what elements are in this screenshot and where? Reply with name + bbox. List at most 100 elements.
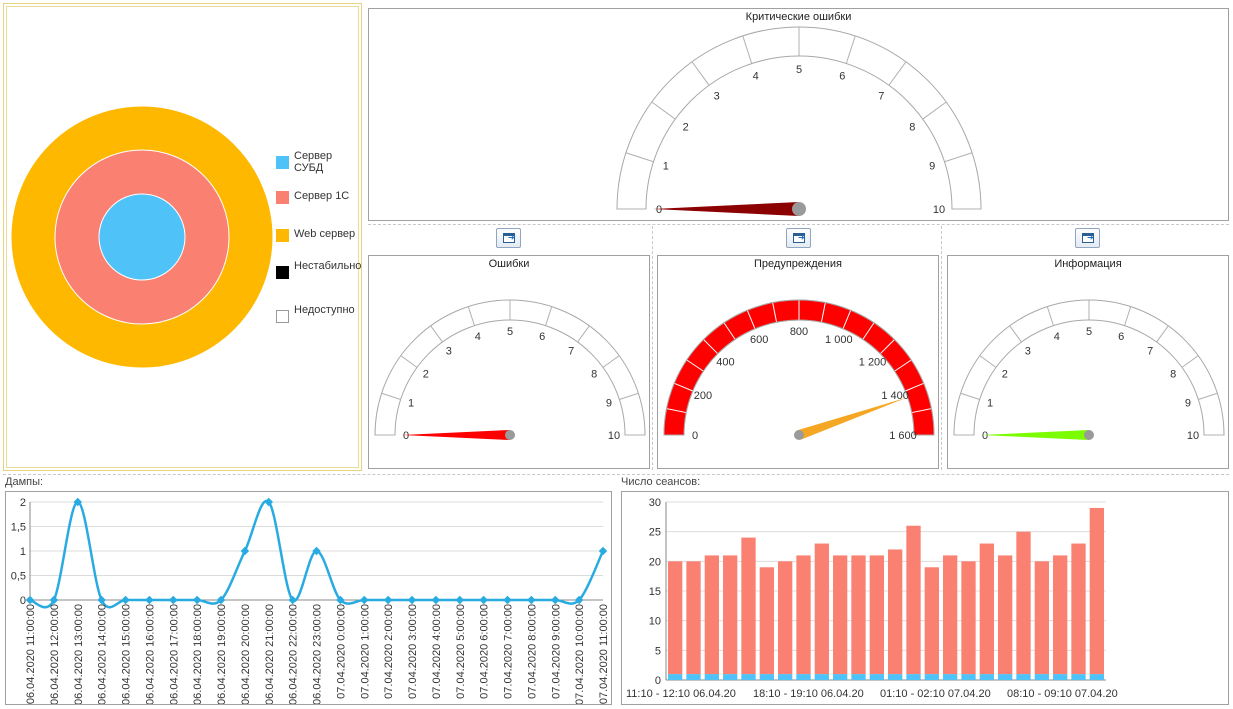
session-bar-dbms — [1034, 674, 1049, 680]
gauge-needle — [797, 397, 907, 440]
gauge-tick — [1156, 325, 1169, 343]
session-bar-dbms — [1071, 674, 1086, 680]
gauge-tick — [430, 325, 443, 343]
gauge-tick — [625, 152, 654, 163]
gauge-tick — [666, 408, 687, 414]
gauge-tick-label: 6 — [1118, 331, 1124, 343]
data-point — [169, 595, 178, 605]
legend-label: Нестабильно — [294, 260, 362, 272]
gauge-tick — [619, 392, 639, 400]
legend-label: Сервер СУБД — [294, 150, 333, 174]
gauge-tick-label: 9 — [929, 161, 935, 173]
gauge-tick-label: 7 — [1147, 346, 1153, 358]
separator — [652, 226, 653, 470]
session-bar-1c — [869, 555, 884, 675]
x-tick-label: 06.04.2020 19:00:00 — [216, 604, 228, 704]
gauge-tick-label: 9 — [1185, 398, 1191, 410]
server-status-donut[interactable] — [8, 87, 278, 387]
session-bar-1c — [759, 567, 774, 675]
data-point — [264, 497, 273, 507]
gauge-title: Информация — [1054, 258, 1122, 270]
open-warnings-button[interactable] — [786, 228, 811, 248]
gauge-tick-label: 6 — [839, 71, 845, 83]
gauge-tick-label: 4 — [1054, 331, 1060, 343]
gauge-tick-label: 8 — [1170, 369, 1176, 381]
x-tick-label: 07.04.2020 4:00:00 — [431, 604, 443, 699]
gauge-tick-label: 8 — [591, 369, 597, 381]
gauge-needle — [653, 202, 799, 216]
session-bar-dbms — [723, 674, 738, 680]
open-window-icon — [793, 233, 805, 243]
dumps-line-chart[interactable]: 0 0,5 1 1,5 2 06.04.2020 11:00:00 06.04.2020 1… — [6, 492, 611, 705]
gauge-tick — [1198, 392, 1218, 400]
session-bar-1c — [833, 555, 848, 675]
open-window-icon — [503, 233, 515, 243]
y-tick-label: 1 — [20, 546, 26, 558]
gauge-tick-label: 400 — [716, 356, 734, 368]
session-bar-dbms — [759, 674, 774, 680]
sessions-label: Число сеансов: — [621, 476, 701, 488]
x-tick-label: 06.04.2020 20:00:00 — [240, 604, 252, 704]
gauge-tick — [820, 302, 826, 323]
gauge-tick — [400, 355, 418, 368]
session-bar-dbms — [814, 674, 829, 680]
donut-panel: Сервер СУБД Сервер 1С Web сервер Нестаби… — [3, 3, 362, 471]
gauge-tick — [545, 306, 553, 326]
gauge-tick — [602, 355, 620, 368]
session-bar-1c — [924, 567, 939, 675]
y-tick-label: 0 — [655, 675, 661, 687]
dumps-label: Дампы: — [5, 476, 44, 488]
data-point — [551, 595, 560, 605]
gauge-band — [953, 299, 1225, 436]
open-info-button[interactable] — [1075, 228, 1100, 248]
gauge-tick-label: 6 — [539, 331, 545, 343]
session-bar-dbms — [943, 674, 958, 680]
gauge-hub — [794, 430, 804, 440]
gauge-tick — [686, 359, 704, 372]
session-bar-dbms — [668, 674, 683, 680]
session-bar-1c — [668, 561, 683, 675]
legend-swatch — [276, 266, 289, 279]
session-bar-dbms — [686, 674, 701, 680]
x-tick-label: 06.04.2020 12:00:00 — [49, 604, 61, 704]
gauge-tick-label: 200 — [694, 390, 712, 402]
data-point — [598, 546, 608, 556]
gauge-tick — [1181, 355, 1199, 368]
critical-errors-gauge: 0 1 2 3 4 5 6 7 8 9 10 — [616, 26, 982, 216]
sessions-chart-panel: 0 5 10 15 20 25 30 11:10 - 12:10 06.04.20 18:10 … — [621, 491, 1229, 705]
gauge-tick — [979, 355, 997, 368]
gauge-title: Ошибки — [488, 258, 530, 270]
gauge-tick-label: 10 — [933, 204, 945, 216]
gauge-tick — [651, 101, 676, 120]
session-bar-1c — [814, 543, 829, 675]
x-tick-label: 08:10 - 09:10 07.04.20 — [1007, 688, 1118, 700]
gauge-tick — [960, 392, 980, 400]
gauge-tick-label: 0 — [692, 430, 698, 442]
open-errors-button[interactable] — [496, 228, 521, 248]
data-point — [288, 595, 297, 605]
x-tick-label: 07.04.2020 11:00:00 — [598, 604, 610, 704]
x-tick-label: 06.04.2020 11:00:00 — [25, 604, 37, 704]
y-tick-label: 10 — [649, 616, 661, 628]
gauge-tick — [723, 322, 736, 340]
gauge-tick-label: 10 — [1187, 430, 1199, 442]
sessions-bar-chart[interactable]: 0 5 10 15 20 25 30 11:10 - 12:10 06.04.20 18:10 … — [622, 492, 1228, 704]
x-tick-label: 07.04.2020 6:00:00 — [479, 604, 491, 699]
session-bar-1c — [778, 561, 793, 675]
data-point — [192, 595, 202, 605]
session-bar-dbms — [1089, 674, 1104, 680]
gauge-tick — [467, 306, 475, 326]
data-point — [407, 595, 417, 605]
x-tick-label: 06.04.2020 21:00:00 — [264, 604, 276, 704]
session-bar-dbms — [979, 674, 994, 680]
legend-item-unstable: Нестабильно — [276, 260, 366, 279]
gauge-tick — [1124, 306, 1132, 326]
gauge-tick-label: 800 — [790, 326, 808, 338]
gauge-tick — [944, 152, 973, 163]
data-point — [73, 497, 82, 507]
gauge-tick-label: 8 — [909, 122, 915, 134]
warnings-panel: Предупреждения 0 200 400 600 800 1 000 1 200 1 … — [657, 255, 939, 469]
x-tick-label: 06.04.2020 23:00:00 — [312, 604, 324, 704]
legend-swatch — [276, 191, 289, 204]
gauge-tick-label: 3 — [446, 346, 452, 358]
